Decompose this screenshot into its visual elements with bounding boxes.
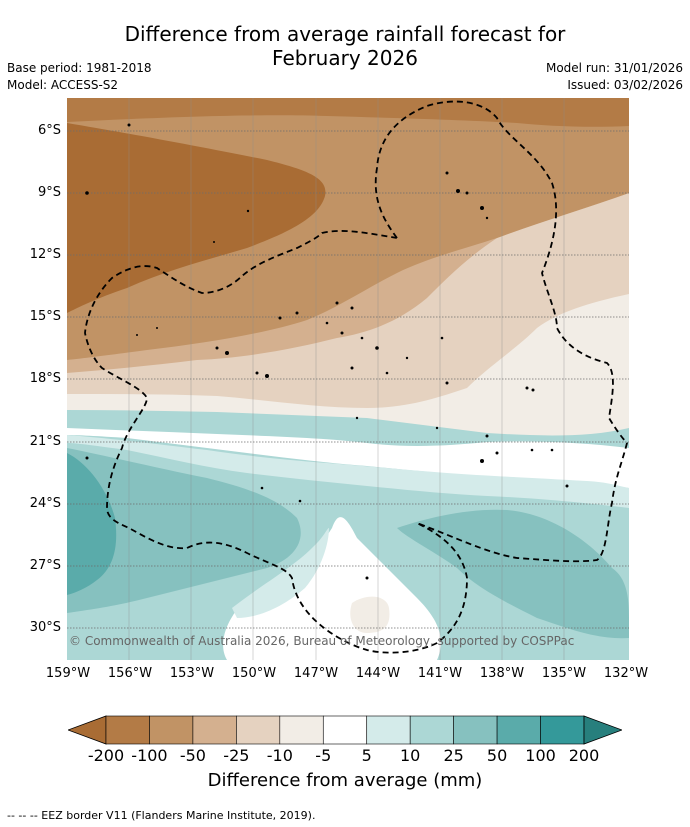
colorbar-title: Difference from average (mm) <box>207 770 483 791</box>
colorbar-segment <box>192 715 237 745</box>
band-neg5-south <box>350 596 390 633</box>
band-plus50-west <box>67 453 117 595</box>
lat-label: 21°S <box>29 434 61 449</box>
colorbar-segment <box>366 715 411 745</box>
lon-label: 132°W <box>603 666 649 681</box>
meta-right: Model run: 31/01/2026 Issued: 03/02/2026 <box>546 60 683 94</box>
title-line-1: Difference from average rainfall forecas… <box>124 22 566 46</box>
lon-label: 144°W <box>355 666 401 681</box>
colorbar-segment <box>496 715 541 745</box>
lon-label: 150°W <box>231 666 277 681</box>
lat-label: 9°S <box>37 185 61 200</box>
colorbar-tick-label: 5 <box>361 746 372 765</box>
eez-legend: -- -- -- EEZ border V11 (Flanders Marine… <box>7 809 316 822</box>
lat-label: 27°S <box>29 558 61 573</box>
band-neutral <box>67 428 629 488</box>
colorbar-arrow-low <box>68 715 107 745</box>
lon-label: 159°W <box>45 666 91 681</box>
band-extreme-dry <box>67 123 326 313</box>
colorbar-tick-label: -25 <box>223 746 250 765</box>
issued-date: Issued: 03/02/2026 <box>567 78 683 92</box>
rainfall-map <box>67 98 629 660</box>
lat-label: 6°S <box>37 123 61 138</box>
colorbar-tick-label: -10 <box>266 746 293 765</box>
lat-label: 30°S <box>29 620 61 635</box>
colorbar-tick-label: -100 <box>131 746 168 765</box>
eez-border <box>84 100 628 654</box>
lon-label: 141°W <box>417 666 463 681</box>
band-neg200 <box>67 98 629 127</box>
colorbar-tick-label: -50 <box>179 746 206 765</box>
title-line-2: February 2026 <box>272 46 418 70</box>
band-plus5-south <box>232 528 329 618</box>
colorbar-arrow-high <box>583 715 622 745</box>
copyright-notice: © Commonwealth of Australia 2026, Bureau… <box>69 634 575 648</box>
colorbar-segment <box>105 715 150 745</box>
base-period: Base period: 1981-2018 <box>7 61 152 75</box>
colorbar-segment <box>409 715 454 745</box>
colorbar-tick-label: -5 <box>315 746 332 765</box>
colorbar-tick-label: -200 <box>87 746 125 765</box>
lon-label: 147°W <box>293 666 339 681</box>
colorbar-segment <box>149 715 194 745</box>
lat-label: 15°S <box>29 309 61 324</box>
colorbar-tick-label: 25 <box>443 746 464 765</box>
colorbar-tick-label: 50 <box>486 746 508 765</box>
colorbar-segment <box>279 715 324 745</box>
band-plus25-west <box>67 448 301 613</box>
lon-label: 156°W <box>107 666 153 681</box>
model-run: Model run: 31/01/2026 <box>545 61 683 75</box>
map-svg <box>67 98 629 660</box>
meta-left: Base period: 1981-2018 Model: ACCESS-S2 <box>7 60 152 94</box>
colorbar-segment <box>453 715 498 745</box>
islands <box>85 123 569 580</box>
colorbar-tick-label: 100 <box>525 746 556 765</box>
lon-label: 138°W <box>479 666 525 681</box>
lon-label: 153°W <box>169 666 215 681</box>
band-plus25-east <box>397 509 629 639</box>
colorbar-segments <box>68 715 622 745</box>
model-name: Model: ACCESS-S2 <box>7 78 119 92</box>
colorbar-segment <box>322 715 368 745</box>
grid-lines <box>67 130 629 629</box>
colorbar <box>68 715 622 745</box>
lat-label: 24°S <box>29 496 61 511</box>
colorbar-segment <box>236 715 281 745</box>
chart-title: Difference from average rainfall forecas… <box>0 22 690 70</box>
colorbar-segment <box>540 715 585 745</box>
band-plus5 <box>67 435 629 508</box>
meridian-lines <box>128 98 565 660</box>
lat-label: 12°S <box>29 247 61 262</box>
colorbar-tick-label: 200 <box>568 746 600 765</box>
lat-label: 18°S <box>29 371 61 386</box>
colorbar-tick-label: 10 <box>399 746 421 765</box>
lon-label: 135°W <box>541 666 587 681</box>
